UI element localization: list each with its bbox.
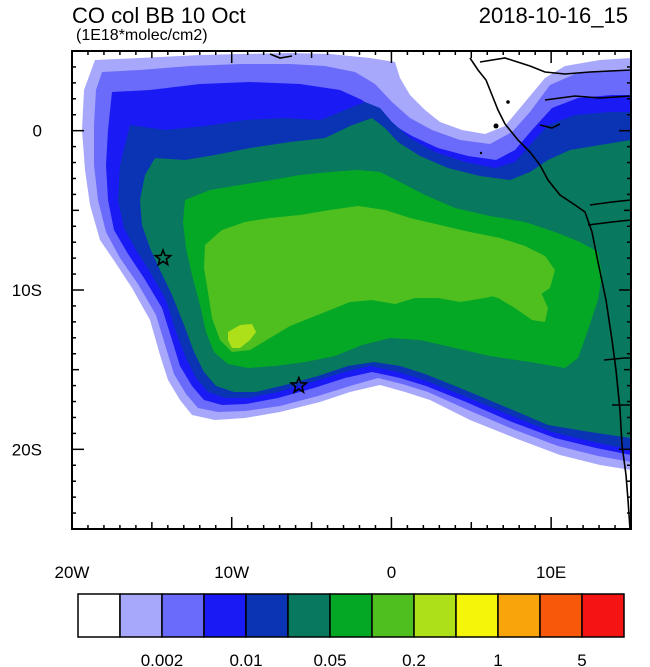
colorbar-label: 1 <box>493 651 502 667</box>
colorbar-box <box>203 593 247 638</box>
colorbar-box <box>77 593 121 638</box>
colorbar-label: 0.05 <box>313 651 346 667</box>
star-marker <box>289 375 309 394</box>
units-label: (1E18*molec/cm2) <box>76 27 208 44</box>
lat-label: 10S <box>12 281 42 300</box>
colorbar-box <box>161 593 205 638</box>
timestamp-label: 2018-10-16_15 <box>478 3 628 28</box>
colorbar-box <box>245 593 289 638</box>
colorbar-box <box>371 593 415 638</box>
lon-label: 10W <box>214 563 249 582</box>
marker-layer <box>153 247 309 394</box>
colorbar-box <box>329 593 373 638</box>
lon-label: 0 <box>387 563 396 582</box>
star-marker <box>153 247 173 267</box>
colorbar-label: 0.2 <box>402 651 426 667</box>
colorbar-box <box>119 593 163 638</box>
contour-level-7-main <box>204 206 555 352</box>
colorbar-label: 5 <box>577 651 586 667</box>
lon-label: 10E <box>536 563 566 582</box>
lon-label: 20W <box>55 563 90 582</box>
colorbar-box <box>539 593 583 638</box>
co-concentration-field <box>72 51 631 529</box>
colorbar-box <box>413 593 457 638</box>
colorbar-box <box>581 593 625 638</box>
colorbar-label: 0.002 <box>141 651 184 667</box>
contour-level-7-east <box>455 262 548 322</box>
lat-label: 0 <box>33 122 42 141</box>
islands <box>479 100 510 155</box>
axis-labels: 0 10S 20S 20W 10W 0 10E <box>12 122 567 582</box>
colorbar-label: 0.01 <box>229 651 262 667</box>
colorbar-box <box>497 593 541 638</box>
colorbar: 0.002 0.01 0.05 0.2 1 5 <box>77 593 625 667</box>
plot-title: CO col BB 10 Oct <box>72 3 246 28</box>
colorbar-box <box>455 593 499 638</box>
colorbar-box <box>287 593 331 638</box>
lat-label: 20S <box>12 440 42 459</box>
axis-ticks <box>71 50 632 530</box>
contour-level-8 <box>228 324 256 348</box>
coastline <box>269 53 631 529</box>
